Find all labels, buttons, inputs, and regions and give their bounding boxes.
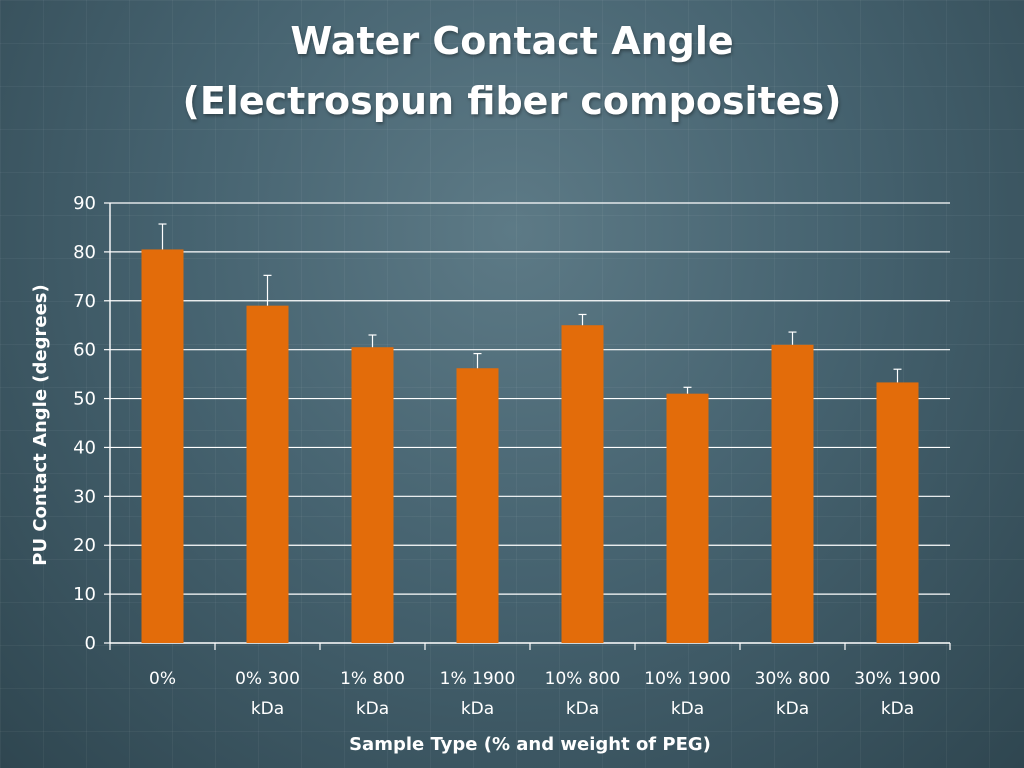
x-tick-label-0: 0% (149, 669, 176, 689)
x-tick-label-line: kDa (566, 699, 599, 719)
x-tick-label-line: kDa (776, 699, 809, 719)
x-tick-label-line: 10% 1900 (644, 669, 730, 689)
x-tick-label-1: 0% 300 kDa (235, 669, 300, 719)
bar-4 (561, 325, 604, 643)
x-axis-title: Sample Type (% and weight of PEG) (349, 734, 711, 755)
x-tick-label-line: 0% 300 (235, 669, 300, 689)
chart-title-line-1: Water Contact Angle (290, 19, 734, 63)
x-tick-label-line: 1% 1900 (440, 669, 516, 689)
y-tick-label-80: 80 (73, 242, 96, 263)
x-tick-label-line: 30% 1900 (854, 669, 940, 689)
x-tick-label-line: 0% (149, 669, 176, 689)
bar-2 (351, 347, 394, 643)
bar-0 (141, 249, 184, 643)
x-tick-label-5: 10% 1900 kDa (644, 669, 730, 719)
bar-5 (666, 393, 709, 643)
x-tick-label-line: 30% 800 (755, 669, 831, 689)
x-tick-label-line: 1% 800 (340, 669, 405, 689)
bar-7 (876, 382, 919, 643)
y-tick-label-20: 20 (73, 535, 96, 556)
x-tick-label-line: kDa (461, 699, 494, 719)
y-tick-label-10: 10 (73, 584, 96, 605)
chart-title-line-2: (Electrospun fiber composites) (182, 79, 842, 123)
bar-1 (246, 305, 289, 643)
y-tick-label-0: 0 (85, 633, 96, 654)
y-tick-label-70: 70 (73, 291, 96, 312)
x-tick-label-7: 30% 1900 kDa (854, 669, 940, 719)
x-tick-label-line: kDa (251, 699, 284, 719)
x-tick-label-3: 1% 1900 kDa (440, 669, 516, 719)
y-tick-label-50: 50 (73, 389, 96, 410)
y-tick-label-90: 90 (73, 193, 96, 214)
x-tick-label-line: kDa (881, 699, 914, 719)
x-tick-label-2: 1% 800 kDa (340, 669, 405, 719)
bar-6 (771, 344, 814, 643)
x-tick-label-line: 10% 800 (545, 669, 621, 689)
y-axis-title: PU Contact Angle (degrees) (30, 284, 51, 565)
y-tick-label-60: 60 (73, 340, 96, 361)
x-tick-label-6: 30% 800 kDa (755, 669, 831, 719)
x-tick-label-line: kDa (671, 699, 704, 719)
bar-3 (456, 368, 499, 643)
y-tick-label-40: 40 (73, 437, 96, 458)
x-tick-label-line: kDa (356, 699, 389, 719)
y-tick-label-30: 30 (73, 486, 96, 507)
x-tick-label-4: 10% 800 kDa (545, 669, 621, 719)
